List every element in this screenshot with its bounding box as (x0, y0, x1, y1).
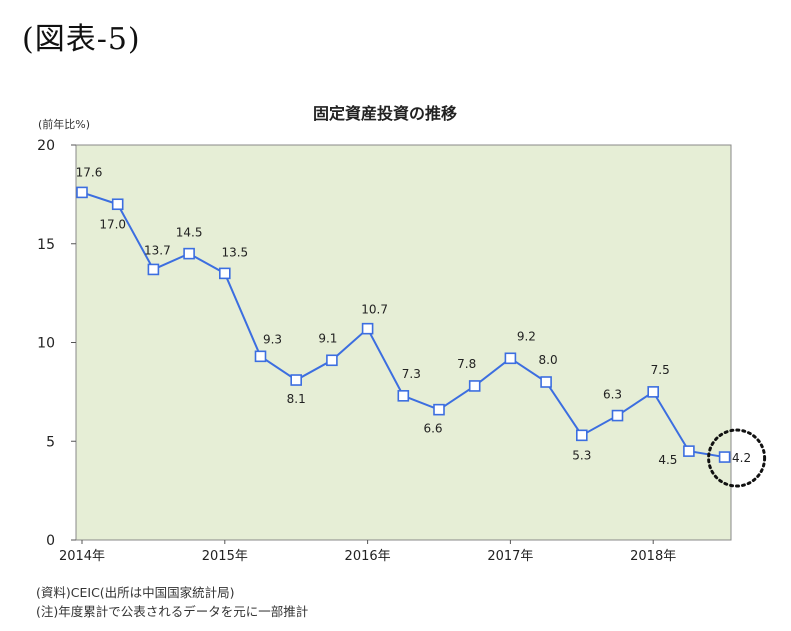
data-label: 7.3 (402, 367, 421, 381)
y-tick-label: 10 (37, 336, 55, 352)
highlight-circle (707, 428, 767, 488)
data-label: 6.3 (603, 388, 622, 402)
data-point-marker (433, 403, 445, 416)
x-tick-label: 2018年 (630, 549, 676, 564)
data-label: 10.7 (361, 303, 388, 317)
data-point-marker (504, 352, 517, 365)
data-point-marker (611, 409, 624, 422)
data-point-marker (254, 350, 267, 363)
y-tick-label: 5 (46, 434, 55, 450)
data-markers (76, 186, 731, 463)
data-label: 4.2 (732, 451, 751, 465)
data-label: 4.5 (658, 453, 677, 467)
data-point-marker (647, 386, 660, 398)
x-tick-label: 2014年 (59, 549, 105, 564)
data-label: 5.3 (572, 448, 591, 462)
y-tick-label: 20 (37, 138, 55, 154)
figure-label: (図表-5) (22, 22, 141, 57)
chart-title: 固定資産投資の推移 (313, 104, 457, 123)
x-tick-label: 2017年 (487, 549, 533, 564)
source-notes: (資料)CEIC(出所は中国国家統計局) (注)年度累計で公表されるデータを元に… (36, 583, 308, 621)
y-tick-label: 15 (37, 237, 55, 253)
data-label: 9.2 (517, 329, 536, 343)
data-label: 13.5 (221, 245, 248, 259)
footnote: (注)年度累計で公表されるデータを元に一部推計 (36, 604, 309, 619)
data-label: 7.8 (457, 357, 476, 371)
data-label: 14.5 (176, 226, 203, 240)
data-label: 8.0 (539, 353, 558, 367)
source-note: (資料)CEIC(出所は中国国家統計局) (36, 585, 235, 600)
data-label: 9.3 (263, 332, 282, 346)
data-point-marker (575, 429, 588, 442)
data-labels: 17.6 17.0 13.7 14.5 13.5 9.3 8.1 9.1 10.7 7.3 6.6 7… (76, 165, 752, 467)
data-point-marker (326, 354, 338, 367)
data-point-marker (468, 380, 481, 392)
data-label: 9.1 (318, 331, 337, 345)
data-label: 7.5 (651, 363, 670, 377)
data-point-marker (111, 198, 124, 211)
data-point-marker (290, 374, 303, 386)
x-axis: 2014年 2015年 2016年 2017年 2018年 (59, 540, 676, 564)
data-point-marker (219, 267, 231, 280)
y-axis-unit-label: (前年比%) (38, 117, 90, 131)
data-point-marker (718, 451, 731, 463)
x-tick-label: 2015年 (202, 549, 248, 564)
plot-area (75, 144, 732, 541)
data-label: 13.7 (144, 243, 171, 257)
y-tick-label: 0 (46, 533, 55, 549)
data-label: 17.0 (99, 217, 126, 231)
data-point-marker (397, 390, 410, 402)
data-point-marker (147, 263, 160, 276)
data-label: 6.6 (423, 422, 442, 436)
data-point-marker (540, 376, 552, 388)
data-label: 8.1 (287, 392, 306, 406)
data-point-marker (361, 322, 374, 335)
y-axis: 0 5 10 15 20 (37, 138, 76, 549)
data-point-marker (76, 186, 88, 199)
data-point-marker (683, 445, 695, 457)
x-tick-label: 2016年 (345, 549, 391, 564)
data-point-marker (183, 247, 195, 260)
data-label: 17.6 (76, 165, 103, 179)
